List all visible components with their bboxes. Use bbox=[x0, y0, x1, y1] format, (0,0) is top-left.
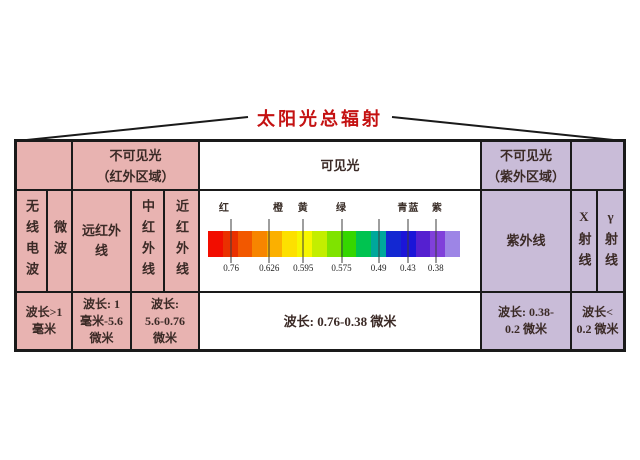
spectrum-color-block bbox=[415, 231, 431, 257]
wavelength-mid-near-infrared: 波长: 5.6-0.76 微米 bbox=[132, 293, 198, 349]
spectrum-table: 不可见光 （红外区域） 可见光 不可见光 （紫外区域） 无线电波 微波 远红外 … bbox=[14, 139, 626, 352]
spectrum-tick-value: 0.43 bbox=[399, 263, 416, 273]
spectrum-scale: 0.76 0.626 0.595 0.575 0.49 0.43 0.38 红 橙 黄 绿 青蓝紫 bbox=[208, 191, 461, 291]
header-visible-light: 可见光 bbox=[200, 142, 480, 189]
spectrum-tick-value: 0.38 bbox=[427, 263, 444, 273]
wavelength-xray-gamma: 波长< 0.2 微米 bbox=[572, 293, 623, 349]
spectrum-tick bbox=[407, 219, 409, 263]
spectrum-tick bbox=[378, 219, 380, 263]
visible-spectrum-cell: 0.76 0.626 0.595 0.575 0.49 0.43 0.38 红 橙 黄 绿 青蓝紫 bbox=[200, 191, 480, 291]
spectrum-tick bbox=[435, 219, 437, 263]
spectrum-color-label: 紫 bbox=[431, 203, 443, 214]
spectrum-color-block bbox=[282, 231, 297, 257]
corner-cell-ultraviolet bbox=[572, 142, 623, 189]
header-infrared-region: 不可见光 （红外区域） bbox=[73, 142, 198, 189]
spectrum-color-label: 橙 bbox=[273, 203, 285, 214]
band-mid-infrared: 中红外线 bbox=[132, 191, 163, 291]
band-radio-waves: 无线电波 bbox=[17, 191, 46, 291]
spectrum-color-label: 青蓝 bbox=[397, 203, 420, 214]
spectrum-bar bbox=[208, 231, 461, 257]
corner-cell-infrared bbox=[17, 142, 71, 189]
spectrum-tick-value: 0.626 bbox=[259, 263, 280, 273]
spectrum-color-block bbox=[445, 231, 461, 257]
spectrum-color-block bbox=[208, 231, 223, 257]
band-xray: X射线 bbox=[572, 191, 596, 291]
spectrum-tick-value: 0.575 bbox=[331, 263, 352, 273]
wavelength-ultraviolet: 波长: 0.38- 0.2 微米 bbox=[482, 293, 570, 349]
spectrum-color-block bbox=[252, 231, 268, 257]
spectrum-tick-value: 0.49 bbox=[370, 263, 387, 273]
band-ultraviolet: 紫外线 bbox=[482, 191, 570, 291]
spectrum-color-label: 黄 bbox=[297, 203, 309, 214]
spectrum-color-block bbox=[296, 231, 312, 257]
wavelength-radio-microwave: 波长>1 毫米 bbox=[17, 293, 71, 349]
spectrum-color-block bbox=[267, 231, 283, 257]
spectrum-tick bbox=[268, 219, 270, 263]
header-ultraviolet-region: 不可见光 （紫外区域） bbox=[482, 142, 570, 189]
spectrum-color-block bbox=[326, 231, 342, 257]
wavelength-visible: 波长: 0.76-0.38 微米 bbox=[200, 293, 480, 349]
spectrum-color-block bbox=[237, 231, 253, 257]
spectrum-color-block bbox=[385, 231, 401, 257]
band-gamma-ray: γ射线 bbox=[598, 191, 623, 291]
spectrum-tick-value: 0.76 bbox=[223, 263, 240, 273]
band-near-infrared: 近红外线 bbox=[165, 191, 198, 291]
band-far-infrared: 远红外 线 bbox=[73, 191, 130, 291]
spectrum-color-block bbox=[356, 231, 372, 257]
band-microwave: 微波 bbox=[48, 191, 71, 291]
diagram-title: 太阳光总辐射 bbox=[257, 109, 383, 129]
spectrum-color-block bbox=[341, 231, 357, 257]
spectrum-color-label: 红 bbox=[218, 203, 230, 214]
wavelength-far-infrared: 波长: 1 毫米-5.6 微米 bbox=[73, 293, 130, 349]
spectrum-tick bbox=[341, 219, 343, 263]
spectrum-tick bbox=[230, 219, 232, 263]
spectrum-color-block bbox=[222, 231, 238, 257]
spectrum-tick bbox=[302, 219, 304, 263]
spectrum-tick-value: 0.595 bbox=[293, 263, 314, 273]
spectrum-color-block bbox=[311, 231, 327, 257]
spectrum-color-label: 绿 bbox=[336, 203, 348, 214]
spectrum-color-block bbox=[430, 231, 446, 257]
